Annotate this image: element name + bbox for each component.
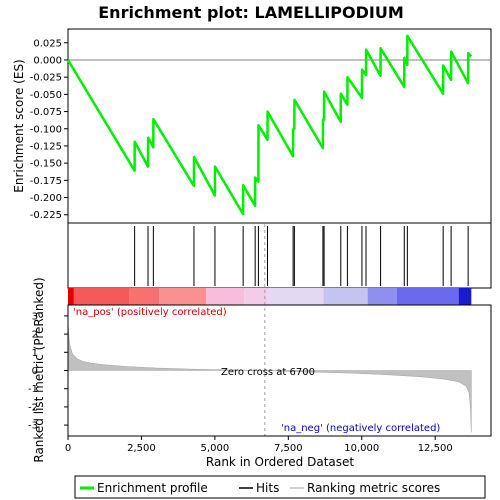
x-tick-label: 5,000 xyxy=(201,443,230,454)
legend-ranking-label: Ranking metric scores xyxy=(307,481,440,495)
rank-y-tick-label: -2 xyxy=(28,402,38,413)
es-y-axis-label: Enrichment score (ES) xyxy=(12,59,26,192)
es-y-tick-label: -0.025 xyxy=(30,73,62,84)
zero-cross-label: Zero cross at 6700 xyxy=(221,367,315,378)
es-y-tick-label: -0.200 xyxy=(30,193,62,204)
x-tick-label: 12,500 xyxy=(418,443,453,454)
ranking-heat-bar xyxy=(68,288,472,305)
heat-bar-segment xyxy=(129,288,160,305)
rank-y-tick-label: -1 xyxy=(28,384,38,395)
x-axis-ticks: 0 2,500 5,000 7,500 10,000 12,500 xyxy=(65,436,453,454)
rank-y-tick-label: -3 xyxy=(28,421,38,432)
enrichment-profile-line xyxy=(66,34,473,216)
ranking-y-axis-label: Ranked list metric (PreRanked) xyxy=(32,277,46,462)
hits-panel-frame xyxy=(67,222,492,289)
heat-bar-segment xyxy=(397,288,459,305)
rank-y-ticks: 3 2 1 0 -1 -2 -3 xyxy=(28,311,68,432)
legend-frame xyxy=(74,475,486,499)
es-y-tick-label: -0.050 xyxy=(30,90,62,101)
heat-bar-segment xyxy=(68,288,74,305)
x-axis-label: Rank in Ordered Dataset xyxy=(206,455,354,469)
heat-bar-segment xyxy=(73,288,130,305)
es-y-tick-label: -0.125 xyxy=(30,141,62,152)
es-panel-frame xyxy=(67,28,492,224)
es-y-tick-label: 0.000 xyxy=(33,55,62,66)
legend: Enrichment profile Hits Ranking metric s… xyxy=(74,475,486,499)
es-y-tick-label: 0.025 xyxy=(33,38,62,49)
x-tick-label: 2,500 xyxy=(127,443,156,454)
rank-y-tick-label: 3 xyxy=(32,311,38,322)
heat-bar-segment xyxy=(367,288,397,305)
es-y-tick-label: -0.175 xyxy=(30,176,62,187)
rank-y-tick-label: 1 xyxy=(32,348,38,359)
legend-hits-label: Hits xyxy=(256,481,279,495)
rank-y-tick-label: 0 xyxy=(32,366,38,377)
es-y-tick-label: -0.150 xyxy=(30,159,62,170)
heat-bar-segment xyxy=(267,288,324,305)
es-panel: 0.025 0.000 -0.025 -0.050 -0.075 -0.100 -0.125… xyxy=(30,28,492,224)
x-tick-label: 10,000 xyxy=(344,443,379,454)
negative-correlation-label: 'na_neg' (negatively correlated) xyxy=(281,423,440,434)
heat-bar-segment xyxy=(206,288,245,305)
rank-y-tick-label: 2 xyxy=(32,330,38,341)
hits-panel xyxy=(67,222,492,305)
es-y-ticks: 0.025 0.000 -0.025 -0.050 -0.075 -0.100 -0.125… xyxy=(30,38,68,221)
ranking-metric-area xyxy=(67,323,472,433)
ranking-panel: 3 2 1 0 -1 -2 -3 'na_pos' (positively correlat… xyxy=(28,224,492,437)
chart-title: Enrichment plot: LAMELLIPODIUM xyxy=(98,3,404,22)
x-tick-label: 0 xyxy=(65,443,71,454)
heat-bar-segment xyxy=(458,288,472,305)
x-tick-label: 7,500 xyxy=(274,443,303,454)
legend-enrichment-label: Enrichment profile xyxy=(97,481,208,495)
es-y-tick-label: -0.225 xyxy=(30,210,62,221)
es-y-tick-label: -0.075 xyxy=(30,107,62,118)
positive-correlation-label: 'na_pos' (positively correlated) xyxy=(73,307,227,318)
es-y-tick-label: -0.100 xyxy=(30,124,62,135)
heat-bar-segment xyxy=(323,288,368,305)
heat-bar-segment xyxy=(159,288,207,305)
heat-bar-segment xyxy=(244,288,268,305)
